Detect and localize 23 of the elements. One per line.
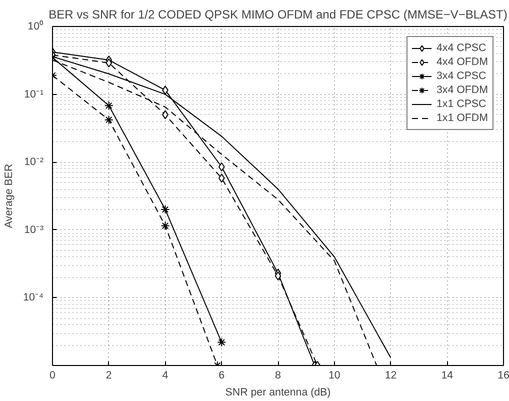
y-axis-title: Average BER [3, 164, 16, 228]
y-tick-label: 10⁻² [24, 156, 44, 168]
legend-label: 1x1 CPSC [436, 97, 486, 111]
y-tick-label: 10⁰ [28, 20, 44, 32]
x-tick-label: 14 [441, 370, 454, 382]
x-tick-label: 0 [50, 370, 56, 382]
legend-label: 3x4 CPSC [436, 69, 486, 83]
legend-label: 4x4 OFDM [436, 55, 488, 69]
x-axis-title: SNR per antenna (dB) [225, 386, 331, 398]
legend-label: 4x4 CPSC [436, 41, 486, 55]
x-tick-label: 6 [218, 370, 225, 382]
y-tick-label: 10⁻⁴ [23, 292, 44, 304]
x-tick-label: 4 [162, 370, 168, 382]
x-tick-label: 12 [384, 370, 397, 382]
x-tick-label: 16 [498, 370, 509, 382]
y-tick-label: 10⁻¹ [24, 88, 44, 100]
x-tick-label: 10 [328, 370, 340, 382]
x-tick-label: 2 [106, 370, 112, 382]
chart-title: BER vs SNR for 1/2 CODED QPSK MIMO OFDM and FDE CPSC (MMSE−V−BLAST) [48, 8, 508, 22]
legend-label: 3x4 OFDM [436, 83, 488, 97]
x-tick-label: 8 [275, 370, 282, 382]
legend-label: 1x1 OFDM [436, 111, 488, 125]
y-tick-label: 10⁻³ [24, 224, 44, 236]
